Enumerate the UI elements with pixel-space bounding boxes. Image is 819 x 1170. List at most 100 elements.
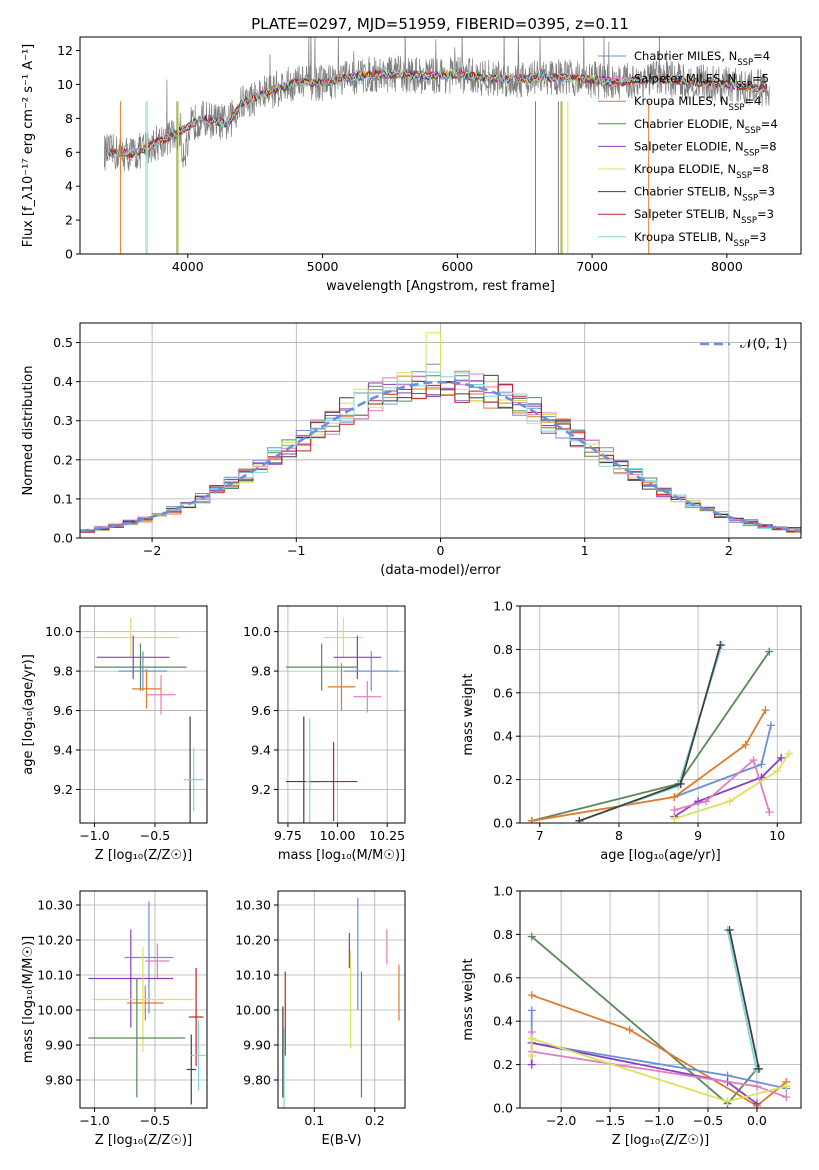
y-tick-label: 0.1 [53, 491, 73, 506]
weight-vs-age-frame [519, 605, 802, 824]
weight-vs-z-frame [519, 890, 802, 1109]
y-tick-label: 12 [57, 43, 73, 58]
y-tick-label: 0.3 [53, 413, 73, 428]
x-axis-label: age [log₁₀(age/yr)] [600, 848, 721, 863]
mass-weight-line [531, 994, 787, 1107]
mass-weight-line [530, 1037, 787, 1103]
y-tick-label: 9.80 [45, 1073, 73, 1088]
mass-weight-marker [725, 797, 734, 806]
y-tick-label: 10.20 [37, 933, 73, 948]
legend-label: Kroupa STELIB, NSSP=3 [634, 230, 766, 249]
mass-weight-marker [702, 797, 711, 806]
mass-weight-marker [765, 647, 774, 656]
mass-vs-ebv-frame [277, 890, 406, 1109]
y-tick-label: 10.00 [37, 1003, 73, 1018]
y-tick-label: 0.8 [493, 927, 513, 942]
x-tick-label: 1 [581, 543, 589, 558]
x-tick-label: 10.00 [320, 828, 356, 843]
mass-weight-marker [761, 706, 770, 715]
mass-weight-marker [725, 926, 734, 935]
mass-weight-marker [773, 766, 782, 775]
y-axis-label: mass weight [461, 673, 476, 755]
x-axis-label: Z [log₁₀(Z/Z☉)] [612, 1133, 709, 1148]
y-tick-label: 9.6 [53, 703, 73, 718]
age-vs-z-frame [79, 605, 208, 824]
legend-label: 𝒩(0, 1) [740, 337, 787, 352]
legend-subscript: SSP [741, 216, 757, 226]
y-tick-label: 9.4 [251, 743, 271, 758]
y-axis-label: age [log₁₀(age/yr)] [21, 654, 36, 775]
y-tick-label: 0.0 [493, 816, 513, 831]
x-tick-label: 8 [615, 828, 623, 843]
legend-subscript: SSP [729, 103, 745, 113]
y-tick-label: 10.20 [235, 933, 271, 948]
mass-weight-marker [527, 816, 536, 823]
observed-spectrum [103, 37, 771, 172]
legend-label: Chabrier ELODIE, NSSP=4 [634, 117, 778, 136]
weight-vs-age-panel: 7 8 9 10 0.0 0.2 0.4 0.6 0.8 1.0 age [log₁₀(age/yr… [461, 599, 802, 863]
y-tick-label: 9.8 [251, 664, 271, 679]
age-vs-mass-panel: 9.75 10.00 10.25 9.2 9.4 9.6 9.8 10.0 mass [log₁… [243, 605, 406, 863]
x-axis-label: (data-model)/error [380, 563, 501, 578]
y-axis-label: mass [log₁₀(M/M☉)] [21, 936, 36, 1063]
y-tick-label: 10.10 [235, 968, 271, 983]
mass-weight-line [531, 935, 758, 1105]
chart-panels: Chabrier MILES, NSSP=4 Salpeter MILES, NS… [21, 36, 802, 1148]
legend-label: Salpeter MILES, NSSP=5 [634, 72, 769, 91]
y-tick-label: 1.0 [493, 884, 513, 899]
mass-weight-marker [752, 1099, 761, 1108]
y-tick-label: 9.2 [53, 782, 73, 797]
x-tick-label: −0.5 [140, 828, 170, 843]
residuals-panel: 𝒩(0, 1) −2 −1 0 1 2 0.0 0.1 0.2 0.3 0.4 0.5 (data-mo… [21, 322, 802, 578]
y-tick-label: 0.8 [493, 642, 513, 657]
mass-vs-z-plot-area [88, 901, 206, 1105]
x-tick-label: 4000 [172, 259, 204, 274]
residual-legend: 𝒩(0, 1) [700, 337, 787, 352]
age-vs-mass-frame [277, 605, 406, 824]
y-tick-label: 9.6 [251, 703, 271, 718]
mass-weight-marker [782, 1082, 791, 1091]
mass-weight-line [726, 929, 758, 1072]
x-tick-label: 6000 [441, 259, 473, 274]
spectrum-plot-area [103, 37, 771, 254]
mass-weight-marker [670, 814, 679, 823]
y-tick-label: 0.2 [53, 452, 73, 467]
mass-weight-marker [757, 760, 766, 769]
legend-label: Kroupa MILES, NSSP=4 [634, 94, 761, 113]
y-tick-label: 9.90 [243, 1038, 271, 1053]
mass-weight-line [674, 758, 771, 813]
y-tick-label: 10 [57, 77, 73, 92]
legend-subscript: SSP [736, 171, 752, 181]
figure-title: PLATE=0297, MJD=51959, FIBERID=0395, z=0… [251, 15, 629, 33]
spectrum-legend: Chabrier MILES, NSSP=4 Salpeter MILES, NS… [598, 49, 778, 249]
x-tick-label: 7 [536, 828, 544, 843]
mass-vs-ebv-panel: 0.1 0.2 9.80 9.90 10.00 10.10 10.20 10.30 E(B-V) [235, 890, 406, 1148]
x-tick-label: 0 [437, 543, 445, 558]
y-tick-label: 0.4 [493, 729, 513, 744]
legend-label: Salpeter ELODIE, NSSP=8 [634, 139, 777, 158]
mass-weight-line [530, 1041, 758, 1105]
y-axis-label: Normed distribution [21, 366, 36, 496]
residual-histogram [80, 371, 801, 535]
model-spectrum [106, 69, 768, 158]
mass-weight-marker [625, 1025, 634, 1034]
mass-vs-z-frame [79, 890, 208, 1109]
x-tick-label: −1.5 [595, 1113, 625, 1128]
mass-weight-marker [670, 805, 679, 814]
mass-weight-marker [527, 1034, 536, 1043]
x-axis-label: E(B-V) [321, 1133, 361, 1148]
mass-weight-marker [575, 816, 584, 823]
legend-subscript: SSP [737, 58, 753, 68]
legend-label: Salpeter STELIB, NSSP=3 [634, 207, 774, 226]
mass-weight-marker [527, 1006, 536, 1015]
x-tick-label: 0.2 [365, 1113, 385, 1128]
y-tick-label: 0.6 [493, 970, 513, 985]
mass-weight-line [579, 644, 722, 822]
x-tick-label: 7000 [576, 259, 608, 274]
x-tick-label: −1.0 [79, 828, 109, 843]
y-tick-label: 0.2 [493, 1057, 513, 1072]
y-tick-label: 0.0 [53, 531, 73, 546]
x-tick-label: 8000 [711, 259, 743, 274]
x-tick-label: −1.0 [79, 1113, 109, 1128]
y-tick-label: 1.0 [493, 599, 513, 614]
